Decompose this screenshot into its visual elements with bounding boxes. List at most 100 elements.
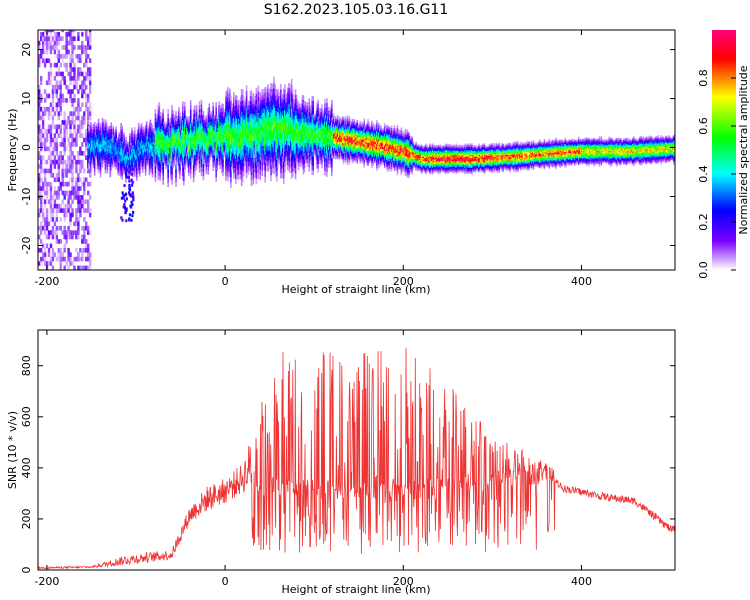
heatmap-cell <box>182 176 184 181</box>
heatmap-cell <box>332 138 334 141</box>
heatmap-cell <box>224 154 226 157</box>
heatmap-cell <box>172 161 174 166</box>
heatmap-cell <box>261 140 264 146</box>
heatmap-cell <box>139 136 142 140</box>
heatmap-cell <box>303 122 306 127</box>
heatmap-cell <box>139 128 142 132</box>
heatmap-cell <box>119 154 121 158</box>
heatmap-cell <box>264 109 266 116</box>
heatmap-cell <box>270 152 272 159</box>
heatmap-cell <box>202 127 205 132</box>
heatmap-cell <box>234 105 237 111</box>
heatmap-cell <box>178 157 180 162</box>
heatmap-cell <box>116 148 118 151</box>
heatmap-cell <box>118 136 120 139</box>
heatmap-cell <box>234 115 237 122</box>
heatmap-cell <box>169 130 171 133</box>
heatmap-cell <box>173 147 175 152</box>
heatmap-cell <box>38 190 41 196</box>
heatmap-cell <box>88 40 92 46</box>
heatmap-cell <box>102 119 105 123</box>
heatmap-cell <box>136 150 139 153</box>
heatmap-cell <box>321 108 323 113</box>
heatmap-cell <box>290 131 293 138</box>
heatmap-cell <box>87 153 90 157</box>
heatmap-cell <box>55 217 59 222</box>
heatmap-cell <box>270 169 272 176</box>
heatmap-cell <box>168 144 170 147</box>
heatmap-cell <box>39 80 43 86</box>
heatmap-cell <box>38 124 41 130</box>
heatmap-cell <box>221 128 223 133</box>
heatmap-cell <box>222 163 224 168</box>
heatmap-cell <box>260 96 263 101</box>
heatmap-cell <box>318 120 320 124</box>
heatmap-cell <box>283 125 286 131</box>
heatmap-cell <box>261 124 264 131</box>
heatmap-cell <box>301 103 304 108</box>
heatmap-cell <box>233 97 235 103</box>
heatmap-cell <box>294 158 297 164</box>
heatmap-cell <box>289 134 292 138</box>
heatmap-cell <box>275 111 277 117</box>
heatmap-cell <box>253 110 256 114</box>
heatmap-cell <box>114 142 117 145</box>
heatmap-cell <box>260 138 263 143</box>
heatmap-cell <box>324 130 326 135</box>
heatmap-cell <box>215 134 217 140</box>
heatmap-cell <box>331 135 333 141</box>
heatmap-cell <box>252 103 255 110</box>
heatmap-cell <box>38 62 41 68</box>
heatmap-cell <box>300 143 303 148</box>
heatmap-cell <box>193 105 196 110</box>
heatmap-cell <box>331 100 333 105</box>
heatmap-cell <box>243 138 246 143</box>
heatmap-cell <box>51 84 55 90</box>
heatmap-cell <box>330 153 332 158</box>
heatmap-cell <box>235 145 238 151</box>
heatmap-cell <box>281 128 283 134</box>
heatmap-cell <box>310 155 313 159</box>
heatmap-cell <box>47 71 51 77</box>
heatmap-cell <box>256 129 259 134</box>
heatmap-cell <box>197 151 200 154</box>
heatmap-cell <box>285 113 288 118</box>
heatmap-cell <box>263 146 265 151</box>
heatmap-cell <box>71 212 74 218</box>
heatmap-cell <box>280 128 282 134</box>
heatmap-cell <box>276 132 278 139</box>
heatmap-cell <box>118 150 120 153</box>
heatmap-cell <box>293 150 296 155</box>
heatmap-cell <box>87 164 90 168</box>
heatmap-cell <box>173 135 175 139</box>
heatmap-cell <box>300 130 303 134</box>
heatmap-cell <box>274 107 276 113</box>
heatmap-cell <box>158 175 161 181</box>
heatmap-cell <box>267 120 269 126</box>
heatmap-cell <box>61 173 64 178</box>
heatmap-cell <box>87 158 89 162</box>
heatmap-cell <box>326 116 328 122</box>
heatmap-cell <box>193 154 196 159</box>
heatmap-cell <box>41 256 45 262</box>
heatmap-cell <box>171 147 173 152</box>
heatmap-cell <box>320 109 322 113</box>
heatmap-cell <box>225 101 227 108</box>
heatmap-cell <box>88 80 92 86</box>
heatmap-cell <box>244 160 247 165</box>
heatmap-cell <box>108 155 111 159</box>
heatmap-cell <box>315 156 317 160</box>
heatmap-cell <box>256 103 259 108</box>
heatmap-cell <box>233 153 235 159</box>
heatmap-cell <box>244 157 247 161</box>
heatmap-cell <box>117 149 119 153</box>
heatmap-cell <box>118 152 120 155</box>
heatmap-cell <box>318 129 320 132</box>
heatmap-cell <box>178 122 180 127</box>
heatmap-cell <box>240 163 243 170</box>
heatmap-cell <box>311 114 314 120</box>
heatmap-cell <box>137 163 140 167</box>
heatmap-cell <box>258 101 261 106</box>
heatmap-cell <box>308 124 311 129</box>
heatmap-cell <box>67 30 70 33</box>
